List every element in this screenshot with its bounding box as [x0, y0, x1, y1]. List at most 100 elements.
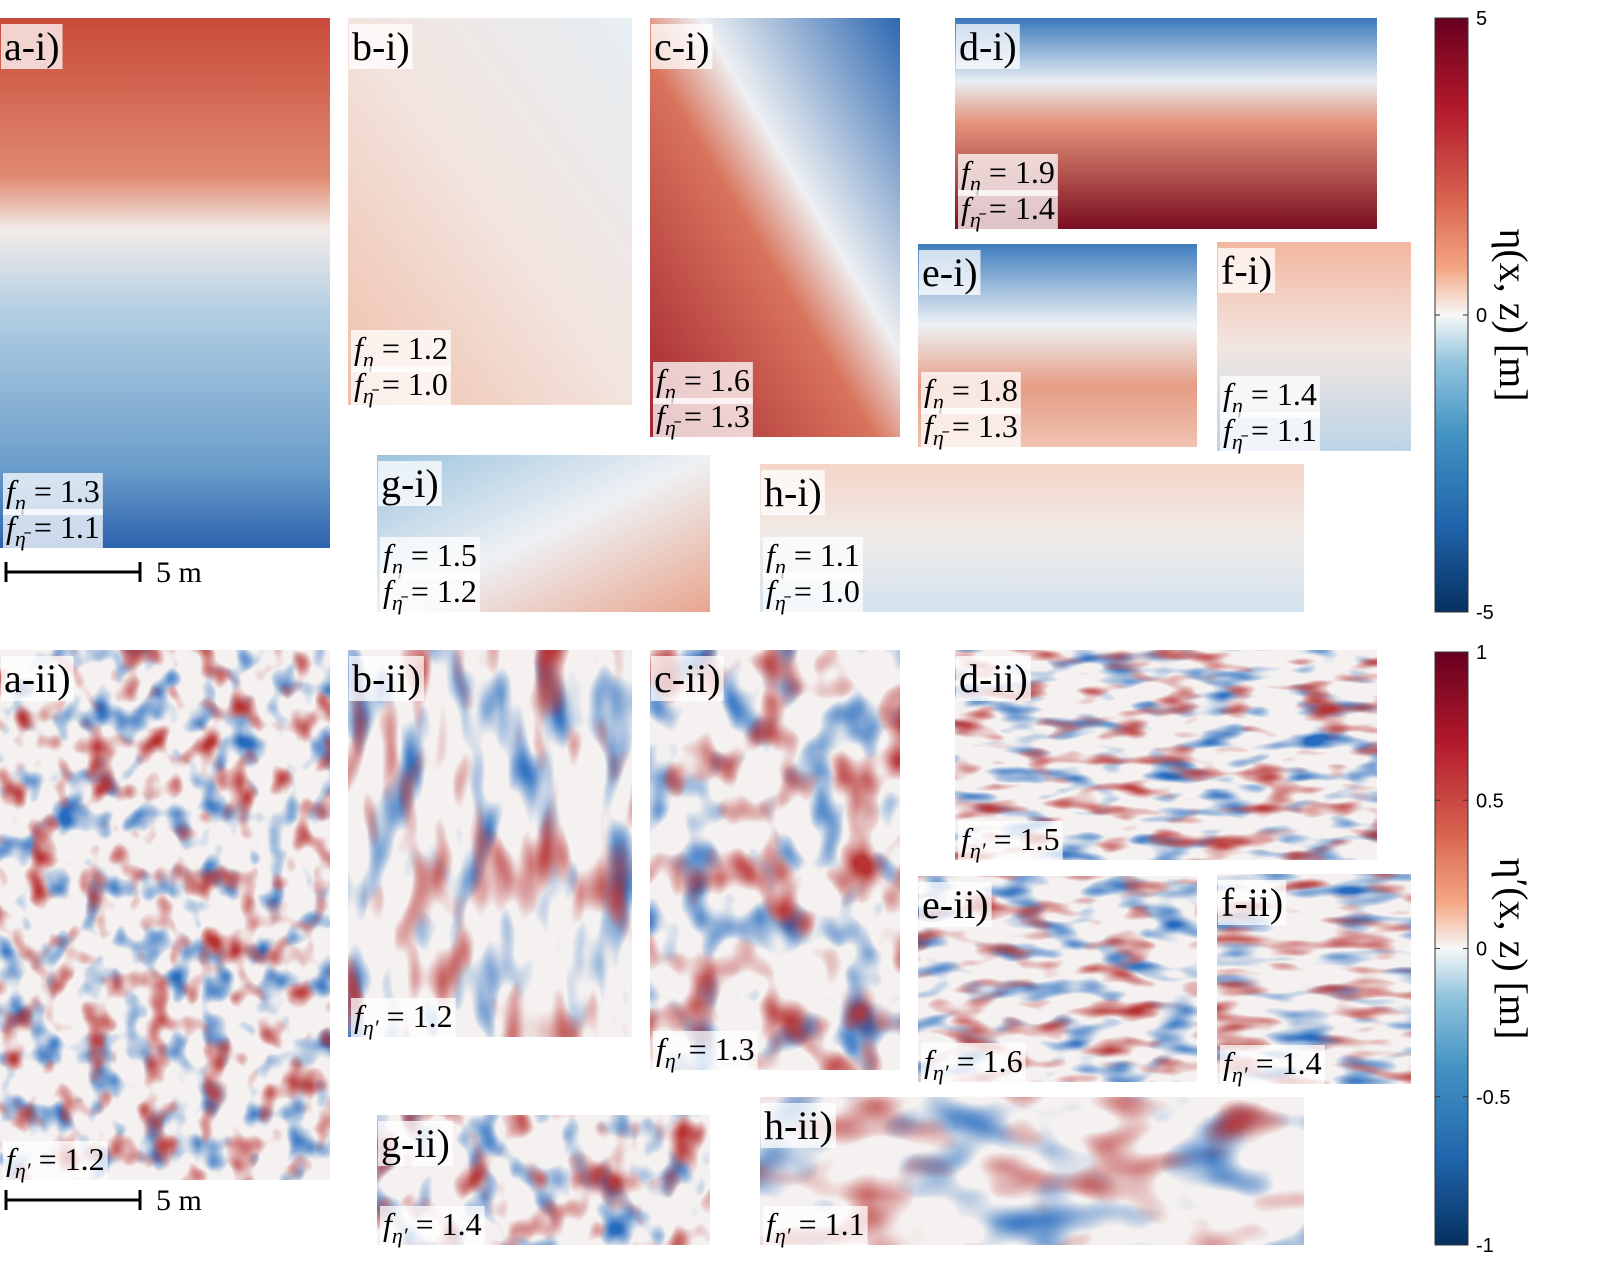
label-background [956, 24, 1020, 69]
colorbar-label: η′(x, z) [m] [1491, 858, 1536, 1040]
stat-text: fη = 1.3 [6, 473, 100, 515]
stat-subscript: η′ [392, 1223, 409, 1248]
panel: f-i)fη = 1.4fη̄ = 1.1 [1217, 242, 1411, 454]
stat-value: = 1.2 [387, 998, 453, 1034]
panel-label: d-ii) [959, 656, 1028, 701]
label-background [380, 1206, 485, 1248]
stat-value: = 1.5 [411, 537, 477, 573]
stat-value: = 1.1 [1251, 412, 1317, 448]
stat-value: = 1.8 [952, 372, 1018, 408]
stat-value: = 1.6 [684, 362, 750, 398]
stat-text: fη̄ = 1.0 [766, 573, 860, 615]
colorbar-label: η(x, z) [m] [1491, 228, 1536, 401]
stat-value: = 1.4 [989, 190, 1055, 226]
stat-text: fη̄ = 1.3 [924, 408, 1018, 450]
heatmap [348, 650, 632, 1037]
panel: h-i)fη = 1.1fη̄ = 1.0 [760, 464, 1304, 615]
panel: h-ii)fη′ = 1.1 [760, 1097, 1304, 1248]
panel-label: c-ii) [654, 656, 721, 701]
label-background [919, 882, 992, 927]
panel: d-i)fη = 1.9fη̄ = 1.4 [955, 18, 1377, 232]
stat-value: = 1.9 [989, 154, 1055, 190]
colorbar-tick-label: -0.5 [1476, 1087, 1510, 1109]
stat-subscript: η [15, 490, 26, 515]
stat-value: = 1.5 [994, 821, 1060, 857]
stat-value: = 1.4 [1251, 376, 1317, 412]
panel-label: a-i) [4, 24, 60, 69]
label-background [1, 24, 63, 69]
stat-subscript: η [392, 554, 403, 579]
panel-label: b-i) [352, 24, 410, 69]
panel-label: g-ii) [381, 1121, 450, 1166]
panel: b-i)fη = 1.2fη̄ = 1.0 [348, 18, 632, 408]
label-background [653, 398, 753, 440]
colorbar-tick-label: 1 [1476, 642, 1487, 664]
panel: b-ii)fη′ = 1.2 [348, 650, 632, 1040]
label-background [380, 537, 480, 579]
colorbar-tick-label: 0.5 [1476, 790, 1504, 812]
panel: e-i)fη = 1.8fη̄ = 1.3 [918, 244, 1197, 450]
label-background [1220, 412, 1320, 454]
panel-label: f-ii) [1221, 880, 1283, 925]
panel-label: e-ii) [922, 882, 989, 927]
panel: d-ii)fη′ = 1.5 [955, 650, 1377, 863]
stat-value: = 1.4 [1256, 1045, 1322, 1081]
label-background [921, 372, 1021, 414]
stat-value: = 1.3 [34, 473, 100, 509]
label-background [763, 537, 863, 579]
label-background [3, 1141, 108, 1183]
panel-label: c-i) [654, 24, 710, 69]
label-background [653, 1031, 758, 1073]
label-background [3, 473, 103, 515]
colorbar-tick-label: 0 [1476, 305, 1487, 327]
label-background [3, 509, 103, 551]
colorbar-tick-label: -1 [1476, 1235, 1494, 1257]
label-background [921, 1043, 1026, 1085]
label-background [378, 461, 442, 506]
heatmap [650, 650, 900, 1070]
stat-value: = 1.1 [799, 1206, 865, 1242]
colorbar [1434, 651, 1469, 1246]
stat-subscript: η [970, 171, 981, 196]
label-background [1220, 376, 1320, 418]
label-background [761, 470, 825, 515]
label-background [349, 24, 413, 69]
stat-subscript: η′ [15, 1158, 32, 1183]
label-background [351, 366, 451, 408]
scale-bar-label: 5 m [156, 556, 202, 589]
label-background [919, 250, 981, 295]
stat-subscript: η′ [933, 1060, 950, 1085]
stat-subscript: η′ [363, 1015, 380, 1040]
stat-subscript: η [363, 347, 374, 372]
heatmap [0, 650, 330, 1180]
panel: g-ii)fη′ = 1.4 [377, 1115, 710, 1248]
stat-value: = 1.2 [382, 330, 448, 366]
stat-value: = 1.1 [34, 509, 100, 545]
panel: a-i)fη = 1.3fη̄ = 1.1 [0, 18, 330, 551]
stat-value: = 1.4 [416, 1206, 482, 1242]
stat-value: = 1.2 [39, 1141, 105, 1177]
stat-subscript: η′ [665, 1048, 682, 1073]
label-background [763, 1206, 868, 1248]
heatmap [0, 18, 330, 548]
label-background [958, 190, 1058, 232]
stat-subscript: η′ [1232, 1062, 1249, 1087]
colorbar-tick-label: 0 [1476, 939, 1487, 961]
panel-label: e-i) [922, 250, 978, 295]
label-background [1218, 248, 1276, 293]
panel: e-ii) fη′ = 1.6 [918, 876, 1197, 1085]
label-background [958, 154, 1058, 196]
stat-value: = 1.0 [382, 366, 448, 402]
label-background [653, 362, 753, 404]
label-background [763, 573, 863, 615]
stat-value: = 1.1 [794, 537, 860, 573]
label-background [378, 1121, 453, 1166]
label-background [761, 1103, 836, 1148]
stat-subscript: η [775, 554, 786, 579]
stat-text: fη′ = 1.6 [924, 1043, 1023, 1085]
panel: a-ii)fη′ = 1.2 [0, 650, 330, 1183]
stat-text: fη = 1.5 [383, 537, 477, 579]
panel: c-i)fη = 1.6fη̄ = 1.3 [650, 18, 900, 440]
stat-text: fη′ = 1.4 [1223, 1045, 1322, 1087]
